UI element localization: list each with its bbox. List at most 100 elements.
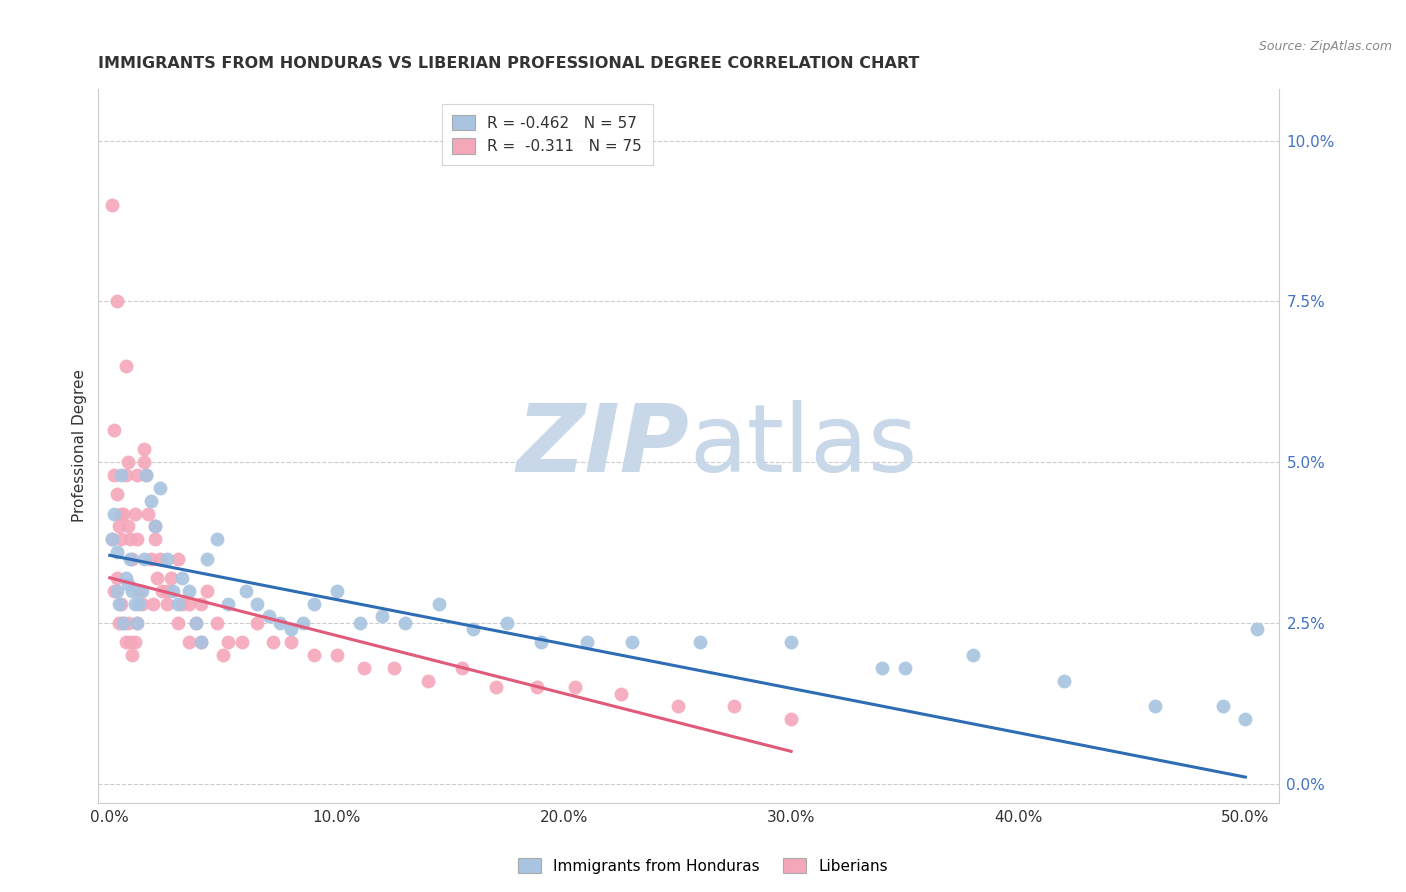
Point	[326, 583, 349, 598]
Point	[893, 661, 915, 675]
Point	[105, 487, 128, 501]
Point	[110, 533, 132, 547]
Point	[112, 615, 135, 630]
Point	[689, 635, 711, 649]
Point	[146, 571, 169, 585]
Point	[117, 577, 139, 591]
Point	[128, 597, 150, 611]
Point	[1234, 712, 1257, 726]
Point	[105, 571, 128, 585]
Point	[231, 635, 253, 649]
Point	[184, 615, 207, 630]
Point	[416, 673, 439, 688]
Point	[1246, 622, 1268, 636]
Point	[280, 622, 302, 636]
Point	[621, 635, 644, 649]
Point	[564, 680, 586, 694]
Point	[371, 609, 394, 624]
Text: IMMIGRANTS FROM HONDURAS VS LIBERIAN PROFESSIONAL DEGREE CORRELATION CHART: IMMIGRANTS FROM HONDURAS VS LIBERIAN PRO…	[98, 56, 920, 71]
Point	[197, 551, 219, 566]
Point	[108, 615, 131, 630]
Point	[155, 597, 177, 611]
Point	[120, 635, 142, 649]
Point	[125, 615, 148, 630]
Point	[131, 597, 153, 611]
Point	[121, 551, 143, 566]
Point	[101, 533, 124, 547]
Point	[128, 583, 150, 598]
Point	[870, 661, 893, 675]
Point	[143, 533, 166, 547]
Point	[205, 533, 228, 547]
Point	[162, 583, 184, 598]
Point	[1212, 699, 1234, 714]
Point	[353, 661, 375, 675]
Point	[105, 583, 128, 598]
Text: ZIP: ZIP	[516, 400, 689, 492]
Point	[349, 615, 371, 630]
Point	[179, 597, 201, 611]
Point	[155, 583, 177, 598]
Point	[138, 507, 160, 521]
Point	[450, 661, 472, 675]
Point	[103, 423, 125, 437]
Point	[179, 583, 201, 598]
Point	[575, 635, 598, 649]
Point	[427, 597, 450, 611]
Point	[269, 615, 291, 630]
Point	[105, 545, 128, 559]
Point	[121, 583, 143, 598]
Point	[780, 635, 803, 649]
Point	[131, 583, 153, 598]
Point	[257, 609, 280, 624]
Point	[112, 615, 135, 630]
Point	[143, 519, 166, 533]
Point	[142, 597, 165, 611]
Point	[723, 699, 745, 714]
Point	[117, 615, 139, 630]
Point	[103, 583, 125, 598]
Point	[485, 680, 508, 694]
Point	[139, 493, 162, 508]
Point	[190, 635, 212, 649]
Point	[526, 680, 548, 694]
Point	[114, 635, 136, 649]
Point	[124, 597, 146, 611]
Point	[394, 615, 416, 630]
Point	[112, 507, 135, 521]
Y-axis label: Professional Degree: Professional Degree	[72, 369, 87, 523]
Text: atlas: atlas	[689, 400, 917, 492]
Point	[149, 551, 172, 566]
Point	[105, 294, 128, 309]
Point	[184, 615, 207, 630]
Point	[190, 635, 212, 649]
Point	[246, 615, 269, 630]
Point	[179, 635, 201, 649]
Point	[108, 597, 131, 611]
Point	[496, 615, 519, 630]
Point	[101, 533, 124, 547]
Point	[217, 597, 239, 611]
Point	[135, 467, 157, 482]
Legend: Immigrants from Honduras, Liberians: Immigrants from Honduras, Liberians	[512, 852, 894, 880]
Point	[124, 635, 146, 649]
Point	[135, 467, 157, 482]
Point	[212, 648, 235, 662]
Point	[172, 571, 194, 585]
Point	[280, 635, 302, 649]
Point	[167, 615, 190, 630]
Point	[103, 507, 125, 521]
Point	[382, 661, 405, 675]
Point	[132, 455, 155, 469]
Point	[103, 467, 125, 482]
Point	[1053, 673, 1076, 688]
Point	[117, 519, 139, 533]
Point	[139, 551, 162, 566]
Point	[167, 551, 190, 566]
Point	[302, 597, 325, 611]
Point	[114, 467, 136, 482]
Point	[132, 442, 155, 457]
Point	[150, 583, 173, 598]
Point	[235, 583, 257, 598]
Point	[302, 648, 325, 662]
